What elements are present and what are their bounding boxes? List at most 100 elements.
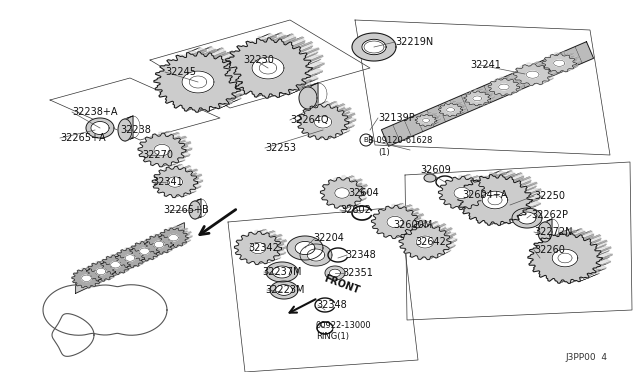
- Polygon shape: [152, 166, 198, 198]
- Polygon shape: [163, 226, 192, 246]
- Polygon shape: [589, 235, 600, 240]
- Polygon shape: [588, 273, 599, 278]
- Polygon shape: [492, 76, 524, 94]
- Polygon shape: [416, 236, 434, 248]
- Polygon shape: [195, 186, 201, 189]
- Polygon shape: [399, 224, 451, 260]
- Polygon shape: [198, 47, 212, 52]
- Polygon shape: [572, 63, 577, 66]
- Polygon shape: [456, 204, 464, 207]
- Polygon shape: [402, 235, 410, 238]
- Polygon shape: [241, 69, 253, 76]
- Polygon shape: [472, 203, 479, 205]
- Text: 32609: 32609: [420, 165, 451, 175]
- Polygon shape: [270, 281, 298, 299]
- Polygon shape: [360, 198, 367, 201]
- Polygon shape: [488, 221, 500, 225]
- Polygon shape: [266, 93, 280, 98]
- Polygon shape: [91, 122, 109, 135]
- Polygon shape: [520, 180, 531, 186]
- Polygon shape: [516, 83, 521, 86]
- Polygon shape: [477, 199, 484, 202]
- Polygon shape: [560, 229, 572, 233]
- Polygon shape: [135, 249, 140, 251]
- Polygon shape: [596, 240, 607, 245]
- Polygon shape: [297, 80, 312, 85]
- Polygon shape: [349, 119, 356, 124]
- Polygon shape: [196, 107, 210, 112]
- Polygon shape: [457, 112, 461, 114]
- Polygon shape: [435, 115, 440, 118]
- Polygon shape: [489, 93, 493, 96]
- Polygon shape: [154, 244, 159, 247]
- Polygon shape: [355, 199, 361, 202]
- Polygon shape: [172, 160, 179, 162]
- Polygon shape: [102, 279, 108, 281]
- Polygon shape: [271, 89, 285, 96]
- Polygon shape: [152, 257, 157, 260]
- Polygon shape: [211, 102, 226, 108]
- Polygon shape: [86, 118, 114, 138]
- Polygon shape: [542, 54, 577, 73]
- Polygon shape: [410, 232, 418, 235]
- Polygon shape: [90, 267, 95, 269]
- Polygon shape: [157, 164, 203, 196]
- Polygon shape: [526, 182, 537, 187]
- Polygon shape: [172, 167, 178, 169]
- Text: 32264Q: 32264Q: [290, 115, 328, 125]
- Polygon shape: [580, 231, 592, 235]
- Polygon shape: [125, 116, 133, 141]
- Polygon shape: [417, 214, 424, 217]
- Polygon shape: [451, 101, 456, 103]
- Polygon shape: [134, 240, 163, 259]
- Polygon shape: [568, 53, 573, 56]
- Polygon shape: [204, 49, 216, 57]
- Polygon shape: [127, 264, 131, 267]
- Polygon shape: [437, 118, 441, 121]
- Polygon shape: [138, 261, 143, 264]
- Polygon shape: [422, 118, 429, 122]
- Polygon shape: [95, 281, 100, 284]
- Text: 32351: 32351: [342, 268, 373, 278]
- Polygon shape: [561, 69, 567, 71]
- Polygon shape: [477, 203, 484, 206]
- Polygon shape: [96, 271, 100, 274]
- Polygon shape: [310, 55, 323, 61]
- Polygon shape: [188, 236, 192, 239]
- Polygon shape: [325, 176, 369, 206]
- Polygon shape: [600, 247, 611, 252]
- Polygon shape: [186, 240, 191, 243]
- Polygon shape: [482, 191, 508, 209]
- Text: 32342: 32342: [248, 243, 279, 253]
- Polygon shape: [140, 251, 144, 254]
- Polygon shape: [321, 177, 364, 208]
- Polygon shape: [127, 261, 131, 264]
- Polygon shape: [241, 230, 287, 263]
- Polygon shape: [183, 231, 188, 234]
- Polygon shape: [193, 183, 198, 186]
- Polygon shape: [516, 89, 522, 92]
- Polygon shape: [516, 87, 520, 90]
- Polygon shape: [449, 245, 456, 250]
- Polygon shape: [169, 234, 179, 241]
- Polygon shape: [325, 137, 335, 140]
- Text: 32262P: 32262P: [531, 210, 568, 220]
- Polygon shape: [175, 164, 182, 167]
- Polygon shape: [335, 188, 349, 198]
- Text: 32642: 32642: [415, 237, 446, 247]
- Polygon shape: [189, 191, 196, 194]
- Polygon shape: [305, 67, 321, 73]
- Polygon shape: [120, 270, 125, 272]
- Polygon shape: [458, 104, 463, 106]
- Text: 32219N: 32219N: [395, 37, 433, 47]
- Polygon shape: [438, 176, 486, 209]
- Polygon shape: [534, 81, 541, 83]
- Polygon shape: [490, 171, 502, 175]
- Polygon shape: [173, 196, 180, 198]
- Polygon shape: [130, 248, 135, 250]
- Text: 32250: 32250: [534, 191, 565, 201]
- Polygon shape: [462, 174, 470, 177]
- Polygon shape: [584, 234, 594, 240]
- Polygon shape: [109, 275, 115, 277]
- Polygon shape: [113, 274, 118, 277]
